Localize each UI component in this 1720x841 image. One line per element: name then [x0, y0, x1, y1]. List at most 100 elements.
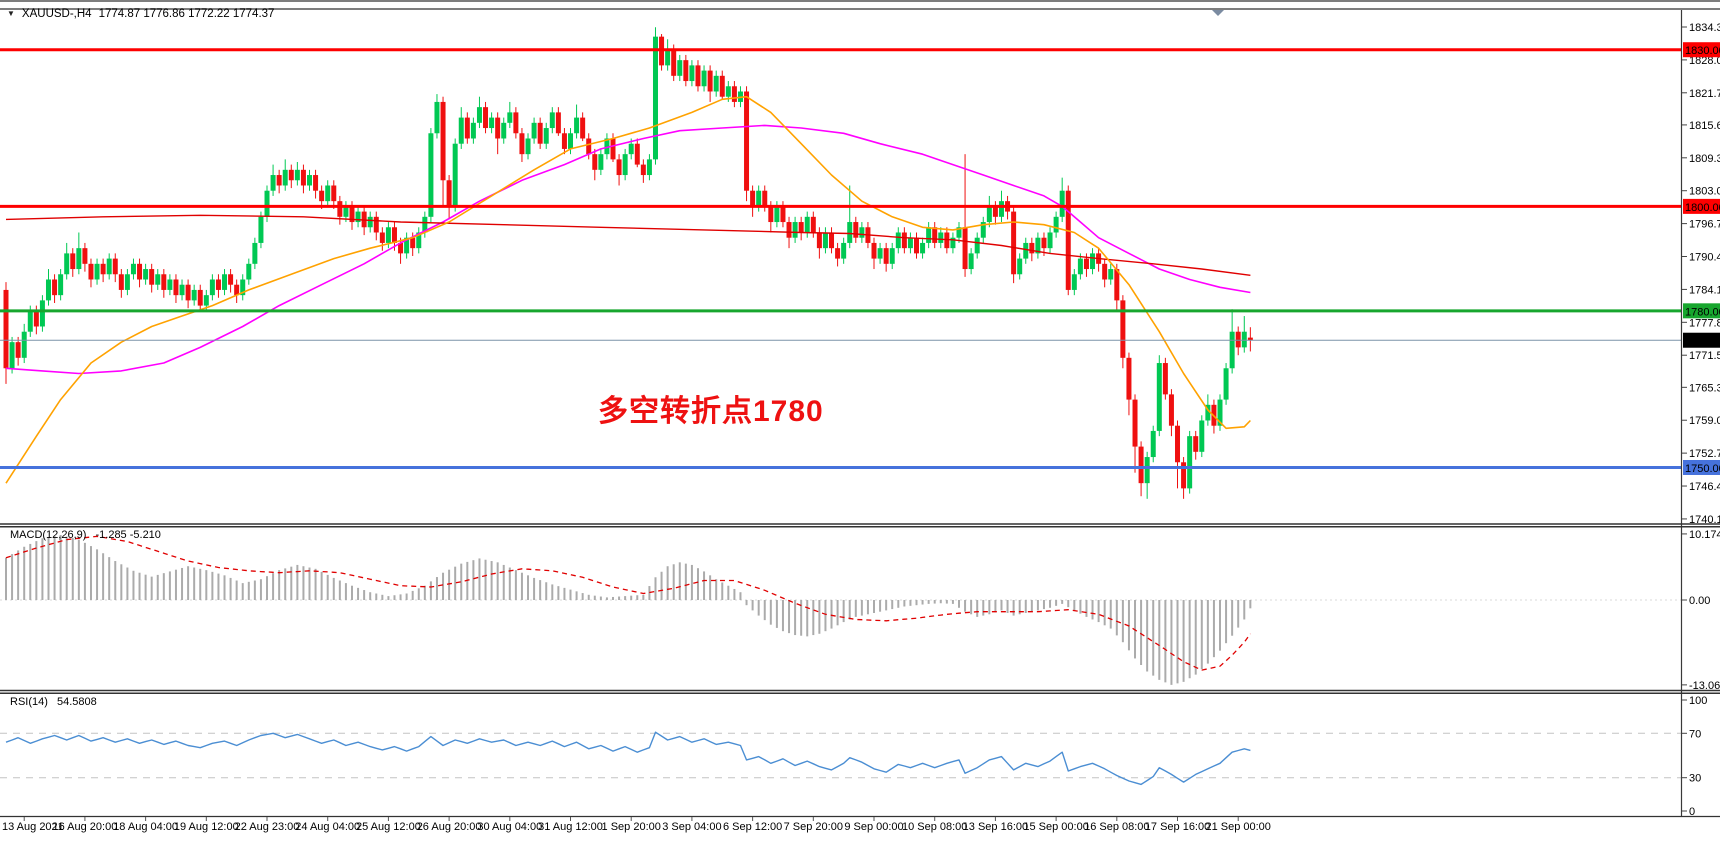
candle-body — [367, 216, 373, 228]
candle-body — [1187, 436, 1193, 489]
candle-body — [294, 169, 300, 181]
chart-annotation-text[interactable]: 多空转折点1780 — [598, 395, 824, 428]
price-badge-label: 1750.00 — [1685, 463, 1720, 475]
axis-tick-label: 1821.75 — [1689, 88, 1720, 100]
candle-body — [501, 122, 507, 139]
candle-body — [774, 206, 780, 223]
candle-body — [355, 211, 361, 223]
candle-body — [507, 112, 513, 123]
axis-tick-label: 1771.50 — [1689, 350, 1720, 362]
candle-body — [889, 248, 895, 264]
macd-indicator-label: MACD(12,26,9) -1.285 -5.210 — [10, 529, 167, 541]
ma-magenta-line — [5, 124, 1251, 375]
candle-body — [300, 169, 306, 186]
candle-body — [877, 248, 883, 259]
rsi-panel — [0, 731, 1681, 786]
candle-body — [404, 237, 410, 254]
candle-body — [1132, 399, 1138, 447]
symbol-dropdown-icon[interactable]: ▼ — [7, 8, 15, 18]
price-badge-label: 1780.00 — [1685, 306, 1720, 318]
candle-body — [549, 112, 555, 129]
candle-body — [1162, 363, 1168, 395]
price-badge — [1683, 459, 1720, 475]
candle-body — [325, 185, 331, 202]
symbol-label: XAUUSD-,H4 — [21, 8, 92, 20]
axis-tick-label: 1815.60 — [1689, 120, 1720, 132]
macd-name: MACD(12,26,9) — [10, 529, 87, 541]
candle-body — [640, 164, 646, 176]
candle-body — [313, 175, 319, 191]
axis-tick-label: 1796.70 — [1689, 219, 1720, 231]
candle-body — [1029, 242, 1035, 254]
candle-body — [1065, 190, 1071, 290]
candle-body — [1083, 258, 1089, 270]
symbol-ohlc-values: 1774.87 1776.86 1772.22 1774.37 — [98, 8, 275, 20]
candle-body — [452, 143, 458, 207]
candles-group — [3, 27, 1253, 499]
candle-body — [895, 232, 901, 249]
candle-body — [810, 216, 816, 233]
candle-body — [974, 237, 980, 254]
candle-body — [483, 107, 489, 129]
candle-body — [513, 112, 519, 134]
candle-body — [816, 232, 822, 249]
candle-body — [980, 222, 986, 238]
chart-shift-marker-icon[interactable] — [1212, 10, 1224, 16]
candle-body — [64, 253, 70, 275]
price-badge — [1683, 303, 1720, 319]
candle-body — [1035, 237, 1041, 254]
panel-separators — [0, 523, 1720, 818]
candle-body — [944, 232, 950, 249]
candle-body — [3, 289, 9, 369]
candle-body — [847, 222, 853, 243]
candle-body — [859, 227, 865, 238]
candle-body — [1090, 253, 1096, 270]
candle-body — [1199, 420, 1205, 452]
candle-body — [1047, 232, 1053, 249]
candle-body — [604, 138, 610, 155]
macd-panel — [0, 535, 1681, 685]
time-axis-label: 21 Sep 00:00 — [1205, 821, 1270, 833]
candle-body — [343, 206, 349, 217]
candle-body — [410, 237, 416, 249]
candle-body — [1114, 269, 1120, 301]
candle-body — [440, 101, 446, 181]
candle-body — [713, 75, 719, 92]
candle-body — [1120, 300, 1126, 358]
candle-body — [634, 143, 640, 165]
candle-body — [1223, 368, 1229, 400]
axis-tick-label: 1828.05 — [1689, 55, 1720, 67]
candle-body — [1053, 216, 1059, 233]
candle-body — [39, 300, 45, 327]
rsi-name: RSI(14) — [10, 696, 48, 708]
candle-body — [373, 216, 379, 233]
price-badge-label: 1774.37 — [1685, 336, 1720, 348]
candle-body — [112, 258, 118, 275]
candle-body — [932, 227, 938, 243]
time-axis-label: 31 Aug 12:00 — [538, 821, 603, 833]
candle-body — [15, 342, 21, 358]
window-top-border — [0, 0, 1720, 10]
rsi-line — [5, 731, 1251, 786]
candle-body — [1156, 363, 1162, 431]
candle-body — [428, 133, 434, 217]
candle-body — [209, 279, 215, 296]
candle-body — [118, 274, 124, 290]
time-axis-label: 26 Aug 20:00 — [417, 821, 482, 833]
candle-body — [246, 263, 252, 280]
time-axis-label: 13 Sep 16:00 — [963, 821, 1028, 833]
candle-body — [1181, 462, 1187, 489]
symbol-bar: ▼ XAUUSD-,H4 1774.87 1776.86 1772.22 177… — [7, 8, 274, 20]
candle-body — [1150, 430, 1156, 458]
candle-body — [100, 263, 106, 275]
candle-body — [568, 133, 574, 149]
candle-body — [707, 70, 713, 92]
candle-body — [689, 65, 695, 82]
candle-body — [143, 269, 149, 280]
candle-body — [1144, 457, 1150, 484]
price-axis[interactable]: 1834.35 1828.05 1821.75 1815.60 1809.30 1803.… — [1680, 6, 1720, 818]
candle-body — [574, 117, 580, 134]
candle-body — [1023, 242, 1029, 259]
